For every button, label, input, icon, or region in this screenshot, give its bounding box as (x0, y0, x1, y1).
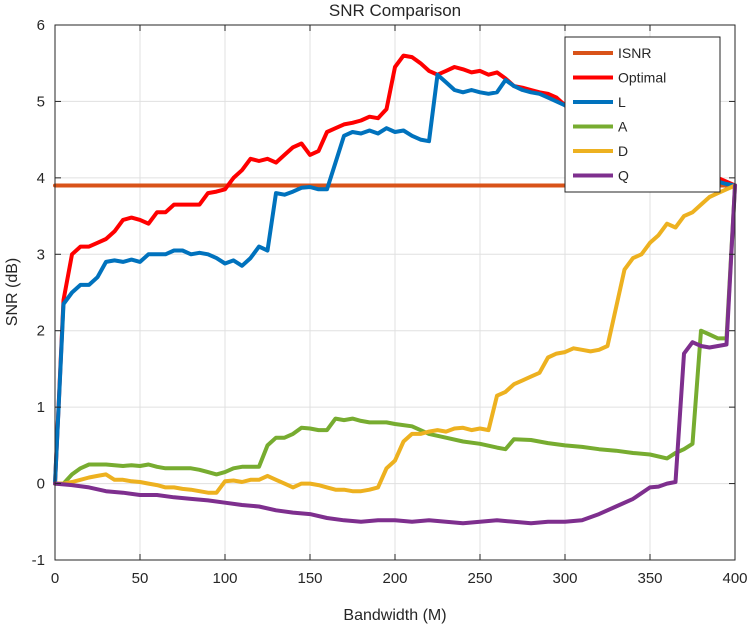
legend-label-a: A (618, 119, 628, 135)
y-tick-label: 0 (37, 476, 45, 493)
x-axis-label: Bandwidth (M) (343, 607, 446, 624)
x-tick-label: 350 (637, 570, 662, 587)
y-tick-label: 5 (37, 93, 45, 110)
x-tick-label: 100 (212, 570, 237, 587)
legend-label-l: L (618, 94, 626, 110)
y-tick-labels: -1 0 1 2 3 4 5 6 (32, 17, 45, 569)
series-line-l (53, 72, 737, 486)
chart-title: SNR Comparison (329, 1, 461, 20)
legend-label-q: Q (618, 168, 629, 184)
legend-label-isnr: ISNR (618, 45, 651, 61)
x-tick-label: 50 (132, 570, 149, 587)
legend-label-optimal: Optimal (618, 70, 666, 86)
y-axis-label: SNR (dB) (4, 258, 21, 326)
x-tick-label: 0 (51, 570, 59, 587)
y-tick-label: -1 (32, 552, 45, 569)
series-line-d (53, 183, 737, 495)
x-tick-label: 250 (467, 570, 492, 587)
y-tick-label: 6 (37, 17, 45, 34)
series-layer (53, 53, 737, 526)
x-tick-label: 300 (552, 570, 577, 587)
y-tick-label: 4 (37, 170, 45, 187)
series-line-q (53, 183, 737, 526)
y-tick-label: 2 (37, 323, 45, 340)
legend-box (564, 36, 721, 193)
x-tick-label: 400 (722, 570, 747, 587)
series-line-a (53, 183, 737, 486)
tick-marks (54, 24, 736, 561)
y-tick-label: 3 (37, 246, 45, 263)
legend-label-d: D (618, 143, 628, 159)
y-tick-label: 1 (37, 399, 45, 416)
series-line-optimal (53, 53, 737, 486)
x-tick-labels: 0 50 100 150 200 250 300 350 400 (51, 570, 748, 587)
x-tick-label: 150 (297, 570, 322, 587)
x-tick-label: 200 (382, 570, 407, 587)
